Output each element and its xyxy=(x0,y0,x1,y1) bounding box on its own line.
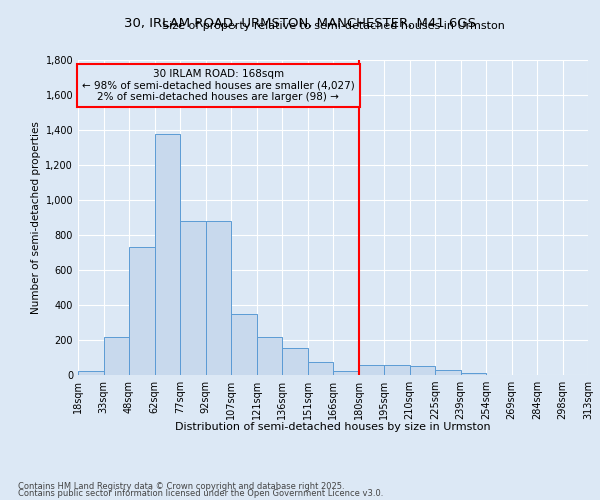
Bar xyxy=(155,134,180,375)
Bar xyxy=(435,370,461,375)
Text: Contains HM Land Registry data © Crown copyright and database right 2025.: Contains HM Land Registry data © Crown c… xyxy=(18,482,344,491)
Bar xyxy=(205,221,231,375)
Bar xyxy=(104,336,129,375)
Bar xyxy=(129,247,155,375)
Bar xyxy=(409,366,435,375)
Bar xyxy=(180,221,205,375)
Bar xyxy=(282,348,308,375)
Bar xyxy=(78,370,104,375)
Title: Size of property relative to semi-detached houses in Urmston: Size of property relative to semi-detach… xyxy=(161,22,505,32)
Bar xyxy=(308,362,333,375)
Bar xyxy=(231,314,257,375)
Bar xyxy=(359,364,384,375)
Text: 30 IRLAM ROAD: 168sqm
← 98% of semi-detached houses are smaller (4,027)
2% of se: 30 IRLAM ROAD: 168sqm ← 98% of semi-deta… xyxy=(82,68,355,102)
Bar xyxy=(384,366,409,375)
Bar xyxy=(461,373,486,375)
Y-axis label: Number of semi-detached properties: Number of semi-detached properties xyxy=(31,121,41,314)
Bar xyxy=(257,338,282,375)
X-axis label: Distribution of semi-detached houses by size in Urmston: Distribution of semi-detached houses by … xyxy=(175,422,491,432)
Text: Contains public sector information licensed under the Open Government Licence v3: Contains public sector information licen… xyxy=(18,489,383,498)
Text: 30, IRLAM ROAD, URMSTON, MANCHESTER, M41 6GS: 30, IRLAM ROAD, URMSTON, MANCHESTER, M41… xyxy=(124,18,476,30)
Bar xyxy=(333,370,359,375)
